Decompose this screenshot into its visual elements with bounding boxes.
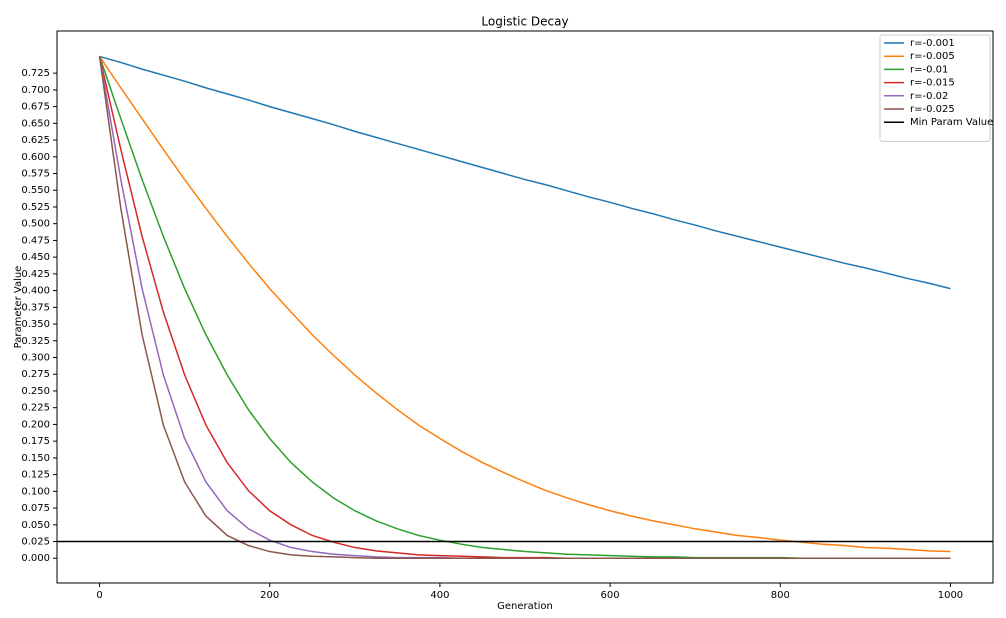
y-tick-label: 0.575 [21, 169, 50, 180]
y-tick-label: 0.400 [21, 286, 50, 297]
y-tick-label: 0.150 [21, 453, 50, 464]
y-tick-label: 0.000 [21, 553, 50, 564]
chart-title: Logistic Decay [481, 15, 568, 29]
y-tick-label: 0.125 [21, 470, 50, 481]
line-series [98, 56, 951, 559]
y-tick-label: 0.175 [21, 436, 50, 447]
y-tick-label: 0.700 [21, 85, 50, 96]
legend-label: r=-0.005 [910, 51, 955, 62]
x-tick-label: 400 [430, 590, 449, 601]
x-tick-label: 800 [771, 590, 790, 601]
x-axis-label: Generation [497, 601, 553, 612]
legend-label: r=-0.015 [910, 78, 955, 89]
y-tick-label: 0.450 [21, 252, 50, 263]
legend-label: r=-0.001 [910, 38, 955, 49]
x-tick-label: 1000 [938, 590, 963, 601]
y-tick-label: 0.100 [21, 486, 50, 497]
x-tick-label: 0 [96, 590, 102, 601]
y-tick-label: 0.300 [21, 353, 50, 364]
y-tick-label: 0.275 [21, 369, 50, 380]
y-tick-label: 0.350 [21, 319, 50, 330]
y-tick-label: 0.425 [21, 269, 50, 280]
y-tick-label: 0.500 [21, 219, 50, 230]
line-series [99, 55, 951, 290]
line-series [98, 56, 951, 559]
line-series [98, 56, 951, 559]
y-tick-label: 0.025 [21, 537, 50, 548]
y-tick-label: 0.675 [21, 102, 50, 113]
y-tick-label: 0.525 [21, 202, 50, 213]
x-tick-label: 600 [601, 590, 620, 601]
legend-label: r=-0.01 [910, 64, 948, 75]
legend-box [879, 34, 991, 142]
line-series [98, 56, 951, 559]
y-tick-label: 0.075 [21, 503, 50, 514]
y-tick-label: 0.050 [21, 520, 50, 531]
y-tick-label: 0.550 [21, 185, 50, 196]
line-series [98, 56, 951, 553]
y-axis-label: Parameter Value [13, 266, 24, 349]
legend-label: r=-0.02 [910, 91, 948, 102]
y-tick-label: 0.200 [21, 419, 50, 430]
y-tick-label: 0.600 [21, 152, 50, 163]
y-tick-label: 0.325 [21, 336, 50, 347]
y-tick-label: 0.375 [21, 302, 50, 313]
legend-label: r=-0.025 [910, 104, 955, 115]
plot-frame [56, 30, 994, 584]
legend-label: Min Param Value [910, 117, 993, 128]
y-tick-label: 0.625 [21, 135, 50, 146]
y-tick-label: 0.225 [21, 403, 50, 414]
x-tick-label: 200 [260, 590, 279, 601]
y-tick-label: 0.725 [21, 68, 50, 79]
y-tick-label: 0.250 [21, 386, 50, 397]
y-tick-label: 0.650 [21, 118, 50, 129]
y-tick-label: 0.475 [21, 235, 50, 246]
